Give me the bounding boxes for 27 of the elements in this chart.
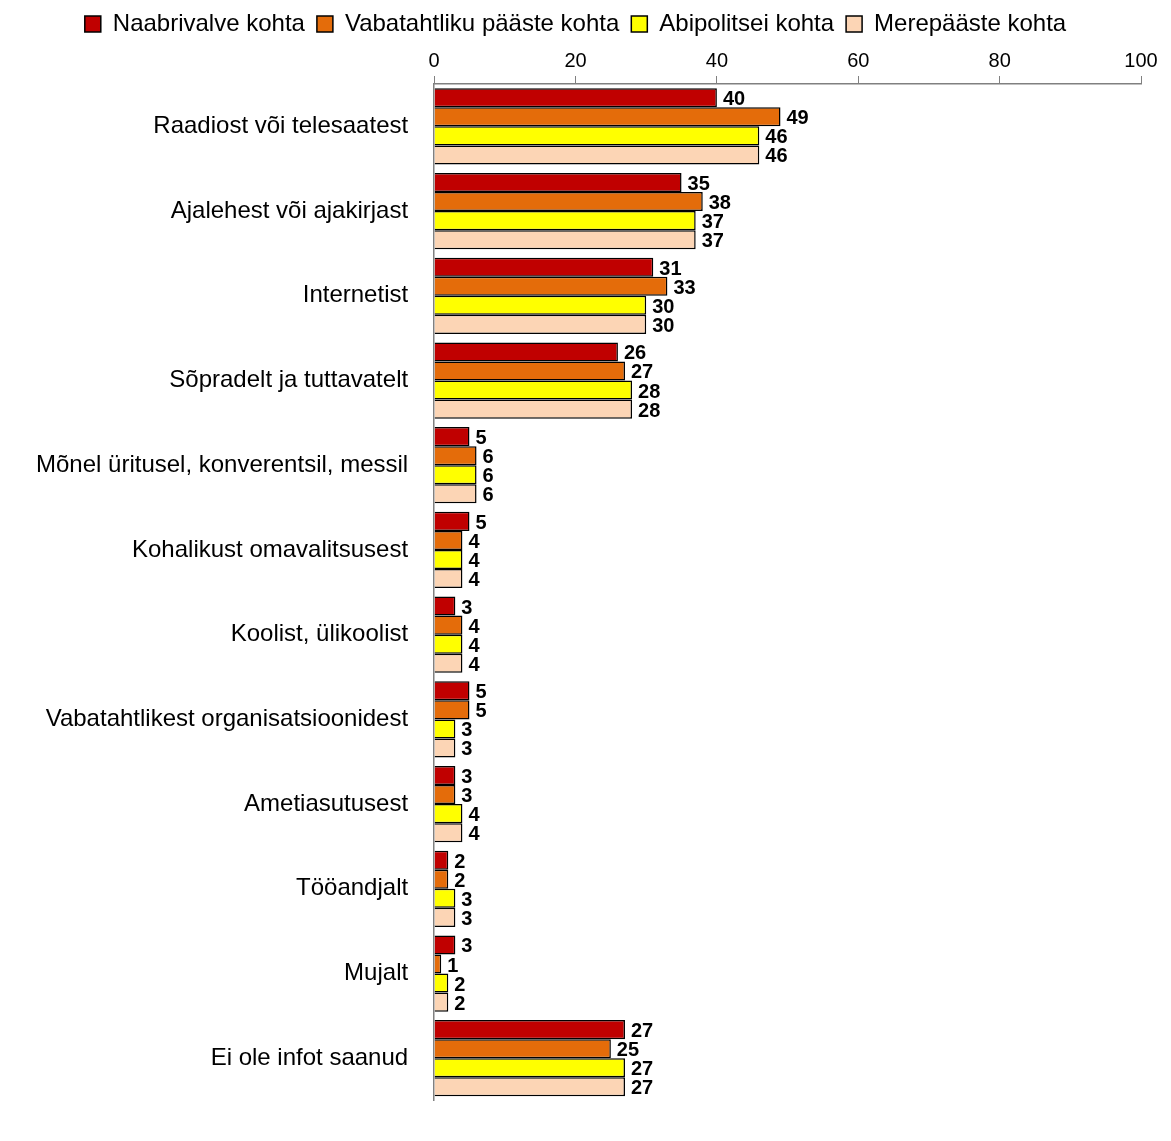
legend-label: Vabatahtliku pääste kohta bbox=[344, 8, 620, 36]
x-tick-label: 60 bbox=[847, 48, 870, 71]
data-label: 35 bbox=[687, 172, 710, 194]
legend-label: Merepääste kohta bbox=[874, 8, 1067, 36]
y-tick-label: Sõpradelt ja tuttavatelt bbox=[169, 365, 409, 393]
x-tick-label: 20 bbox=[564, 48, 587, 71]
x-tick-label: 40 bbox=[705, 48, 729, 71]
y-tick-label: Vabatahtlikest organisatsioonidest bbox=[45, 704, 409, 731]
data-label: 4 bbox=[468, 568, 481, 591]
x-tick-label: 100 bbox=[1124, 48, 1158, 71]
y-tick-label: Kohalikust omavalitsusest bbox=[132, 534, 409, 562]
x-tick-label: 80 bbox=[988, 48, 1011, 71]
data-label: 3 bbox=[461, 934, 473, 957]
y-tick-label: Mujalt bbox=[344, 958, 409, 986]
y-tick-label: Tööandjalt bbox=[296, 873, 409, 901]
y-tick-label: Ametiasutusest bbox=[244, 788, 409, 816]
x-tick-label: 0 bbox=[428, 48, 440, 71]
y-tick-label: Ei ole infot saanud bbox=[210, 1042, 409, 1070]
y-tick-label: Koolist, ülikoolist bbox=[230, 619, 409, 647]
data-label: 40 bbox=[722, 87, 746, 110]
y-tick-label: Raadiost või telesaatest bbox=[153, 110, 409, 138]
y-tick-label: Mõnel üritusel, konverentsil, messil bbox=[36, 449, 409, 477]
data-label: 49 bbox=[786, 106, 809, 129]
legend-label: Abipolitsei kohta bbox=[659, 8, 835, 36]
y-tick-label: Ajalehest või ajakirjast bbox=[170, 195, 409, 223]
y-tick-label: Internetist bbox=[302, 280, 409, 308]
legend-label: Naabrivalve kohta bbox=[112, 8, 306, 36]
